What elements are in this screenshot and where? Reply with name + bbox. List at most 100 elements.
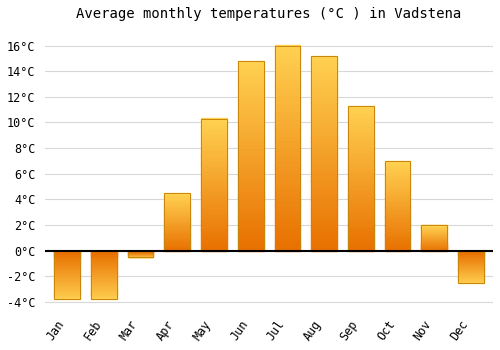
Bar	[385, 166, 410, 168]
Bar	[458, 279, 484, 280]
Bar	[238, 160, 264, 163]
Bar	[385, 202, 410, 204]
Bar	[91, 279, 117, 280]
Bar	[348, 201, 374, 204]
Bar	[348, 123, 374, 126]
Bar	[385, 161, 410, 251]
Bar	[91, 252, 117, 253]
Bar	[164, 217, 190, 218]
Bar	[312, 98, 337, 103]
Bar	[274, 99, 300, 103]
Bar	[91, 262, 117, 263]
Bar	[348, 120, 374, 123]
Bar	[201, 129, 227, 132]
Bar	[385, 198, 410, 201]
Bar	[348, 132, 374, 135]
Bar	[385, 241, 410, 244]
Bar	[385, 236, 410, 238]
Bar	[312, 176, 337, 181]
Bar	[274, 189, 300, 193]
Bar	[164, 245, 190, 246]
Bar	[91, 292, 117, 293]
Bar	[348, 207, 374, 210]
Bar	[274, 66, 300, 70]
Bar	[238, 110, 264, 114]
Bar	[201, 187, 227, 190]
Bar	[91, 286, 117, 287]
Bar	[348, 155, 374, 158]
Bar	[458, 268, 484, 269]
Bar	[238, 163, 264, 167]
Bar	[458, 253, 484, 254]
Bar	[385, 218, 410, 220]
Bar	[164, 246, 190, 247]
Bar	[128, 251, 154, 257]
Bar	[348, 163, 374, 167]
Bar	[164, 239, 190, 240]
Bar	[274, 70, 300, 74]
Bar	[201, 193, 227, 195]
Bar	[54, 252, 80, 253]
Bar	[422, 235, 447, 236]
Bar	[201, 118, 227, 121]
Bar	[201, 126, 227, 129]
Bar	[238, 235, 264, 239]
Bar	[54, 251, 80, 252]
Bar	[348, 135, 374, 138]
Bar	[201, 208, 227, 211]
Bar	[54, 257, 80, 258]
Bar	[201, 184, 227, 187]
Bar	[201, 245, 227, 248]
Bar	[458, 272, 484, 273]
Bar	[164, 216, 190, 217]
Bar	[54, 270, 80, 271]
Bar	[91, 274, 117, 275]
Bar	[54, 266, 80, 267]
Bar	[54, 257, 80, 258]
Bar	[422, 240, 447, 241]
Bar	[91, 270, 117, 271]
Bar	[54, 274, 80, 275]
Bar	[54, 283, 80, 284]
Bar	[54, 293, 80, 294]
Bar	[385, 186, 410, 188]
Bar	[91, 261, 117, 262]
Bar	[348, 248, 374, 251]
Bar	[164, 214, 190, 215]
Bar	[164, 236, 190, 237]
Bar	[274, 111, 300, 115]
Bar	[164, 195, 190, 196]
Bar	[422, 234, 447, 235]
Bar	[54, 293, 80, 294]
Bar	[201, 137, 227, 140]
Bar	[164, 193, 190, 194]
Bar	[385, 211, 410, 213]
Bar	[164, 200, 190, 201]
Bar	[312, 56, 337, 60]
Bar	[164, 204, 190, 206]
Bar	[164, 203, 190, 204]
Bar	[385, 193, 410, 195]
Bar	[348, 210, 374, 213]
Bar	[458, 256, 484, 257]
Bar	[458, 256, 484, 257]
Bar	[201, 169, 227, 172]
Bar	[54, 258, 80, 259]
Bar	[274, 197, 300, 202]
Bar	[54, 260, 80, 261]
Bar	[201, 153, 227, 156]
Bar	[312, 126, 337, 130]
Bar	[91, 266, 117, 267]
Bar	[312, 91, 337, 95]
Bar	[312, 169, 337, 173]
Bar	[201, 179, 227, 182]
Bar	[54, 263, 80, 264]
Bar	[201, 232, 227, 235]
Bar	[91, 296, 117, 298]
Bar	[312, 60, 337, 64]
Bar	[458, 263, 484, 264]
Bar	[238, 212, 264, 217]
Bar	[385, 245, 410, 247]
Bar	[164, 215, 190, 216]
Bar	[422, 226, 447, 227]
